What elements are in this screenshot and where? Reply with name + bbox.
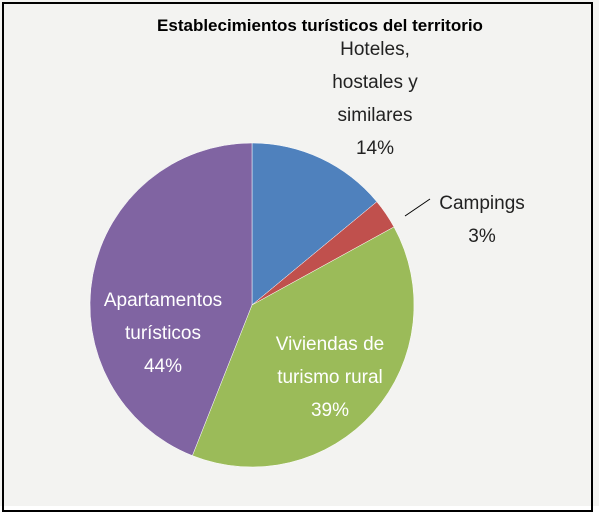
- value-label: 44%: [143, 356, 183, 377]
- category-label: Campings: [439, 193, 525, 214]
- value-label: 14%: [355, 138, 395, 159]
- pie-slice: [89, 142, 253, 456]
- slice-label: Hoteles, hostales y similares 14%: [315, 33, 435, 165]
- pie-slice: [251, 142, 378, 306]
- leader-line: [404, 198, 431, 217]
- slice-label: Campings 3%: [427, 187, 537, 253]
- pie-slice: [192, 226, 415, 468]
- category-label: Apartamentos turísticos: [103, 290, 223, 344]
- value-label: 3%: [468, 226, 496, 247]
- chart-title: Establecimientos turísticos del territor…: [157, 16, 483, 35]
- slice-label: Apartamentos turísticos 44%: [78, 284, 248, 383]
- slice-label: Viviendas de turismo rural 39%: [250, 328, 410, 427]
- category-label: Hoteles, hostales y similares: [332, 39, 418, 126]
- category-label: Viviendas de turismo rural: [275, 334, 385, 388]
- value-label: 39%: [310, 400, 350, 421]
